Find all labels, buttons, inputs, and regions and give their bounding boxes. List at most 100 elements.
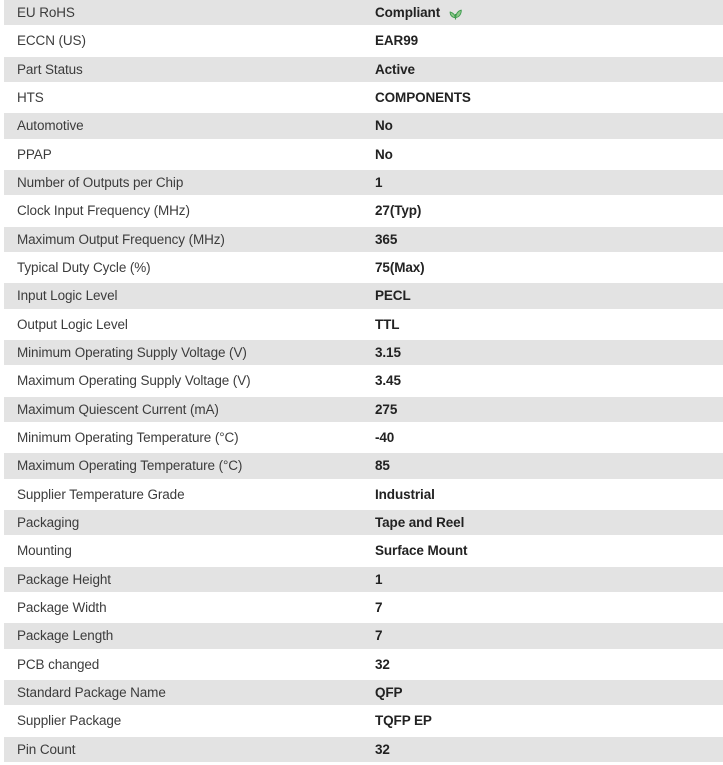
spec-label: Maximum Operating Supply Voltage (V) <box>17 373 251 389</box>
spec-value: 365 <box>375 231 398 247</box>
table-row: Automotive No <box>4 113 723 142</box>
spec-value: 85 <box>375 458 390 474</box>
spec-value-cell: 3.45 <box>375 373 401 388</box>
spec-value: 7 <box>375 628 383 644</box>
table-row: Clock Input Frequency (MHz) 27(Typ) <box>4 198 723 227</box>
spec-value-cell: COMPONENTS <box>375 90 471 105</box>
spec-value: COMPONENTS <box>375 90 471 106</box>
spec-label: Input Logic Level <box>17 288 118 304</box>
spec-label: EU RoHS <box>17 5 75 21</box>
spec-value-cell: TTL <box>375 316 400 332</box>
table-row: ECCN (US) EAR99 <box>4 28 723 57</box>
spec-label: Clock Input Frequency (MHz) <box>17 203 190 219</box>
spec-value: 27(Typ) <box>375 203 422 219</box>
spec-value-cell: No <box>375 118 393 133</box>
table-row: PCB changed 32 <box>4 651 723 680</box>
table-row: Pin Count 32 <box>4 736 723 765</box>
spec-label: Minimum Operating Supply Voltage (V) <box>17 345 247 361</box>
spec-label: ECCN (US) <box>17 33 86 49</box>
table-row: PPAP No <box>4 141 723 170</box>
spec-label: Supplier Package <box>17 713 122 729</box>
spec-label: Maximum Quiescent Current (mA) <box>17 401 219 417</box>
spec-label: PCB changed <box>17 656 100 672</box>
spec-label: Mounting <box>17 543 72 559</box>
table-row: Number of Outputs per Chip 1 <box>4 169 723 199</box>
spec-label: Number of Outputs per Chip <box>17 175 184 191</box>
spec-value: EAR99 <box>375 33 419 49</box>
spec-value-cell: Tape and Reel <box>375 515 464 530</box>
spec-value: 75(Max) <box>375 260 425 276</box>
spec-value: 3.45 <box>375 373 401 389</box>
spec-label: Typical Duty Cycle (%) <box>17 260 151 276</box>
spec-value-cell: 32 <box>375 657 390 672</box>
spec-value: 1 <box>375 175 383 191</box>
spec-value-cell: 75(Max) <box>375 260 425 275</box>
spec-value-cell: 32 <box>375 742 390 757</box>
table-row: Supplier Temperature Grade Industrial <box>4 481 723 510</box>
table-row: Minimum Operating Supply Voltage (V) 3.1… <box>4 339 723 369</box>
spec-label: Packaging <box>17 515 80 531</box>
spec-label: Pin Count <box>17 741 76 757</box>
spec-value-cell: TQFP EP <box>375 713 432 728</box>
table-row: Mounting Surface Mount <box>4 538 723 567</box>
table-row: Input Logic Level PECL <box>4 283 723 312</box>
spec-value: 7 <box>375 600 383 616</box>
spec-value-cell: Compliant <box>375 5 463 20</box>
spec-value: -40 <box>375 430 395 446</box>
spec-value: 32 <box>375 741 390 757</box>
spec-value: Surface Mount <box>375 543 468 559</box>
spec-label: Minimum Operating Temperature (°C) <box>17 430 239 446</box>
spec-value-cell: No <box>375 147 393 162</box>
table-row: Maximum Operating Temperature (°C) 85 <box>4 453 723 482</box>
table-row: Package Height 1 <box>4 566 723 595</box>
spec-value-cell: 1 <box>375 175 383 191</box>
spec-value-cell: 365 <box>375 232 397 247</box>
table-row: Packaging Tape and Reel <box>4 509 723 539</box>
spec-label: Package Length <box>17 628 114 644</box>
spec-label: HTS <box>17 90 44 106</box>
spec-value-cell: PECL <box>375 288 411 303</box>
leaf-icon <box>448 7 463 20</box>
spec-label: Part Status <box>17 61 83 77</box>
spec-value-cell: 85 <box>375 458 390 473</box>
spec-value: 275 <box>375 401 398 417</box>
table-row: Minimum Operating Temperature (°C) -40 <box>4 424 723 454</box>
spec-value: No <box>375 118 393 134</box>
spec-value: Tape and Reel <box>375 515 465 531</box>
spec-label: Supplier Temperature Grade <box>17 486 185 502</box>
spec-value-cell: 7 <box>375 628 383 644</box>
spec-label: PPAP <box>17 146 52 162</box>
spec-value-cell: 1 <box>375 571 383 587</box>
spec-label: Package Width <box>17 600 107 616</box>
table-row: HTS COMPONENTS <box>4 84 723 114</box>
spec-label: Package Height <box>17 571 111 587</box>
spec-value: TQFP EP <box>375 713 432 729</box>
table-row: EU RoHS Compliant <box>4 0 723 29</box>
table-row: Supplier Package TQFP EP <box>4 708 723 737</box>
spec-value-cell: 275 <box>375 402 397 417</box>
spec-value-cell: Surface Mount <box>375 543 468 559</box>
spec-label: Automotive <box>17 118 84 134</box>
spec-value: TTL <box>375 316 400 332</box>
table-row: Maximum Operating Supply Voltage (V) 3.4… <box>4 368 723 397</box>
spec-value-cell: 3.15 <box>375 345 401 360</box>
spec-value-cell: EAR99 <box>375 33 418 48</box>
spec-value: 1 <box>375 571 383 587</box>
table-row: Maximum Quiescent Current (mA) 275 <box>4 396 723 425</box>
spec-value: Active <box>375 61 415 77</box>
table-row: Typical Duty Cycle (%) 75(Max) <box>4 254 723 284</box>
spec-value: Industrial <box>375 486 435 502</box>
spec-value: No <box>375 146 393 162</box>
table-row: Output Logic Level TTL <box>4 311 723 340</box>
spec-value: 3.15 <box>375 345 401 361</box>
spec-value: PECL <box>375 288 411 304</box>
spec-value-cell: Active <box>375 62 415 77</box>
table-row: Maximum Output Frequency (MHz) 365 <box>4 226 723 255</box>
table-row: Standard Package Name QFP <box>4 679 723 709</box>
spec-value-cell: -40 <box>375 430 394 445</box>
spec-label: Output Logic Level <box>17 316 128 332</box>
spec-label: Standard Package Name <box>17 685 166 701</box>
spec-value: Compliant <box>375 5 441 21</box>
table-row: Package Width 7 <box>4 594 723 624</box>
